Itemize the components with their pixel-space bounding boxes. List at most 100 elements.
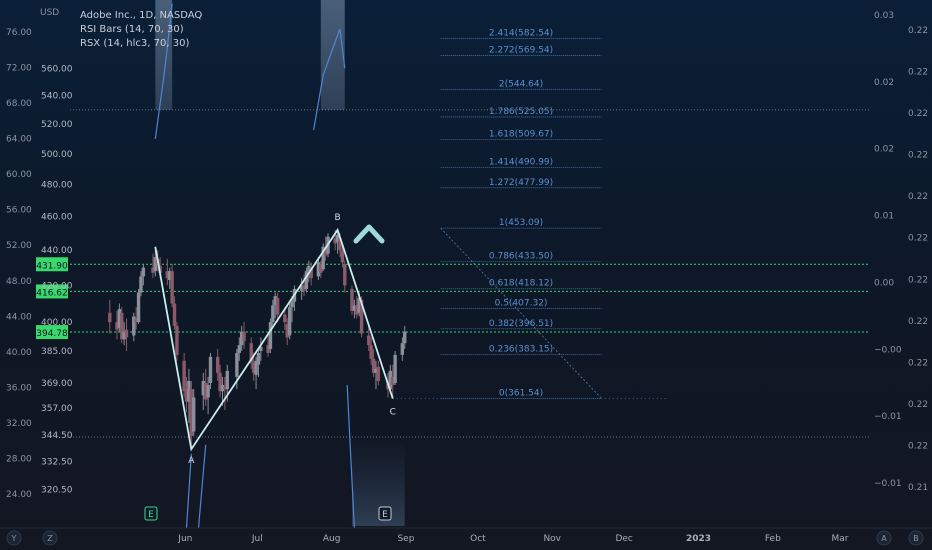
abc-wave: A B C [154,213,396,466]
bullish-arrow-icon [353,224,385,244]
earnings-marker-label: E [382,510,388,520]
candle-body [335,234,340,242]
left-axis-tick: 56.00 [6,206,32,216]
currency-label: USD [40,8,59,18]
candle-body [172,303,177,326]
left-axis-tick: 44.00 [6,312,32,322]
candle-body [333,238,337,244]
candle-body [371,358,376,373]
candle-body [239,331,244,346]
horizontal-levels: 431.90 416.62 394.78 [36,109,870,438]
right-axis-2-tick: 0.22 [908,109,928,119]
candle-body [307,265,311,272]
candle-body [400,343,405,355]
right-axis-1-tick: 0.01 [874,212,894,222]
candle-body [134,318,138,323]
candle-body [275,298,280,315]
candle-body [220,385,225,392]
left-axis-tick: 52.00 [6,241,32,251]
right-axis-2-tick: 0.22 [908,68,928,78]
price-tick-label: 520.00 [41,120,73,130]
legend-rsx[interactable]: RSX (14, hlc3, 70, 30) [80,38,190,49]
toolbar-button-right1[interactable] [876,530,892,546]
candle-body [376,366,381,381]
candle-body [170,271,174,304]
fib-extension: 0(361.54) 0.236(383.15) 0.382(396.51) 0.5(4… [392,29,667,399]
earnings-marker-label: E [148,510,154,520]
candle-body [208,356,213,383]
wave-label-a: A [188,456,195,466]
rsx-line-2 [313,28,346,131]
left-axis-tick: 32.00 [6,419,32,429]
candle-body [189,389,194,436]
right-axis-2-tick: 0.22 [908,192,928,202]
rsi-oversold-zone [351,438,405,526]
candle-body [338,238,342,251]
x-tick-label: Dec [615,534,632,544]
price-tick-label: 400.00 [41,318,73,328]
candle-body [117,309,122,328]
candle-body [151,267,155,273]
rsx-line-3 [346,385,355,529]
rsi-overbought-zone-1 [155,0,173,110]
candle-body [271,305,275,323]
right-axis-1-tick: 0.02 [874,78,894,88]
fib-level-label: 1.786(525.05) [489,107,553,117]
candle-body [141,267,146,277]
candle-body [350,288,354,311]
fib-level-label: 0(361.54) [499,388,543,398]
toolbar-button-label: B [913,534,919,543]
candle-body [256,352,261,365]
candle-body [369,345,373,359]
candle-body [206,385,210,398]
chart-legend[interactable]: Adobe Inc., 1D, NASDAQ RSI Bars (14, 70,… [80,9,202,51]
price-tick-label: 332.50 [41,458,73,468]
candle-body [203,382,208,400]
x-tick-label: 2023 [686,534,711,544]
legend-rsi-bars[interactable]: RSI Bars (14, 70, 30) [80,24,184,35]
right-axis-1-tick: 0.02 [874,145,894,155]
toolbar-button-label: Y [11,534,17,543]
candle-body [302,285,306,291]
candle-body [165,271,170,279]
toolbar-button-right2[interactable] [908,530,924,546]
candle-body [251,362,256,373]
candle-body [182,360,186,392]
fib-level-label: 0.236(383.15) [489,345,553,355]
right-axis-1-tick: −0.01 [874,479,902,489]
candle-body [242,331,246,342]
candle-body [175,325,179,355]
toolbar-button-left2[interactable] [42,530,58,546]
right-axis-2-tick: 0.22 [908,151,928,161]
candle-body [192,397,196,432]
right-axis-2-tick: 0.22 [908,317,928,327]
x-tick-label: Feb [765,534,781,544]
x-tick-label: Sep [397,534,414,544]
price-tick-label: 440.00 [41,246,73,256]
rsx-line-1 [154,3,173,139]
candle-body [266,345,270,353]
candle-body [374,368,378,373]
candle-body [355,305,359,315]
right-axis-2-tick: 0.22 [908,26,928,36]
candle-body [367,335,371,346]
earnings-marker[interactable] [378,506,392,521]
toolbar-button-label: Z [47,534,53,543]
fib-level-label: 1.618(509.67) [489,129,553,139]
price-tick-label: 460.00 [41,213,73,223]
fib-level-label: 0.5(407.32) [495,298,548,308]
left-axis-tick: 64.00 [6,135,32,145]
earnings-marker[interactable] [144,506,158,521]
candle-body [287,307,292,336]
wave-label-b: B [334,213,340,223]
x-tick-label: Jun [177,534,192,544]
fib-level-label: 0.786(433.50) [489,251,553,261]
price-badge-label: 416.62 [36,288,68,298]
candle-body [316,262,321,277]
overlay-markers: Y Z A B E E [6,224,924,546]
legend-symbol[interactable]: Adobe Inc., 1D, NASDAQ [80,10,203,21]
rsi-overbought-zone-2 [320,0,345,110]
toolbar-button-left1[interactable] [6,530,22,546]
x-tick-label: Jul [251,534,263,544]
